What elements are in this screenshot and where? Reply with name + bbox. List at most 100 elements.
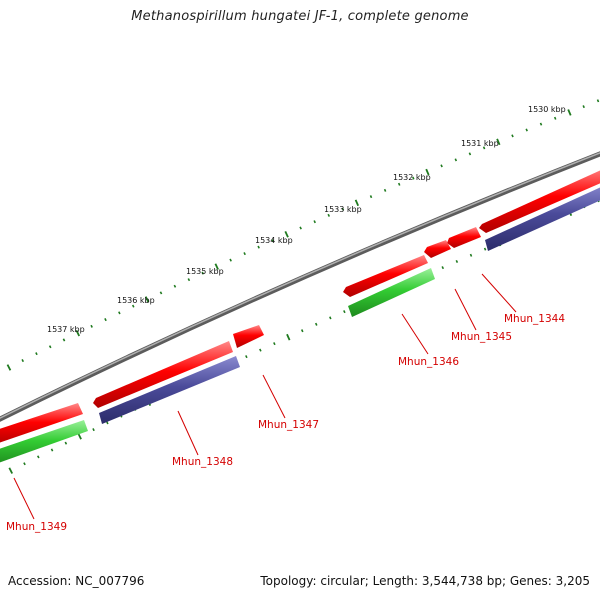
minor-tick — [441, 266, 445, 270]
gene-arrow[interactable] — [424, 240, 451, 258]
minor-tick — [440, 164, 443, 168]
minor-tick — [412, 176, 415, 180]
major-tick — [567, 109, 572, 116]
kbp-label: 1535 kbp — [186, 267, 224, 276]
gene-label-mhun-1349[interactable]: Mhun_1349 — [6, 521, 67, 533]
kbp-label: 1536 kbp — [117, 296, 155, 305]
minor-tick — [106, 421, 109, 425]
gene-arrow[interactable] — [0, 403, 83, 446]
minor-tick — [397, 182, 401, 186]
major-tick — [6, 364, 12, 371]
gene-arrow[interactable] — [343, 255, 428, 297]
minor-tick — [314, 322, 318, 326]
minor-tick — [23, 462, 26, 466]
kbp-label: 1531 kbp — [461, 139, 499, 148]
major-tick — [75, 329, 81, 337]
kbp-label: 1537 kbp — [47, 325, 85, 334]
minor-tick — [596, 99, 600, 103]
major-tick — [496, 138, 501, 146]
minor-tick — [243, 252, 246, 256]
major-tick — [214, 263, 219, 270]
kbp-label: 1530 kbp — [528, 105, 566, 114]
gene-arrow[interactable] — [93, 341, 233, 408]
major-tick — [425, 168, 430, 176]
minor-tick — [483, 247, 487, 251]
minor-tick — [482, 146, 486, 150]
minor-tick — [341, 207, 345, 211]
minor-tick — [299, 226, 302, 230]
gene-label-mhun-1348[interactable]: Mhun_1348 — [172, 456, 233, 468]
minor-tick — [245, 355, 248, 359]
gene-arrow[interactable] — [447, 227, 481, 248]
minor-tick — [62, 338, 66, 342]
minor-tick — [173, 284, 177, 288]
kbp-labels: 1530 kbp 1531 kbp 1532 kbp 1533 kbp 1534… — [47, 105, 566, 334]
accession-label: Accession: NC_007796 — [8, 574, 145, 588]
minor-tick — [259, 348, 262, 352]
minor-tick — [271, 239, 274, 243]
minor-tick — [313, 220, 316, 224]
minor-tick — [131, 304, 135, 308]
minor-tick — [201, 271, 205, 275]
minor-tick — [48, 345, 52, 349]
minor-tick — [90, 324, 93, 328]
cds-bar[interactable] — [99, 356, 240, 424]
map-title: Methanospirillum hungatei JF-1, complete… — [131, 9, 469, 24]
minor-tick — [35, 352, 38, 356]
genome-summary: Topology: circular; Length: 3,544,738 bp… — [260, 574, 590, 588]
gene-label-mhun-1345[interactable]: Mhun_1345 — [451, 331, 512, 343]
gene-arrow[interactable] — [479, 166, 600, 233]
minor-tick — [118, 311, 121, 315]
minor-tick — [36, 455, 40, 459]
major-tick — [8, 467, 14, 474]
minor-tick — [511, 134, 514, 138]
minor-tick — [92, 428, 95, 432]
minor-tick — [273, 342, 276, 346]
gene-arrow[interactable] — [0, 420, 88, 466]
outer-tick-ring — [6, 99, 600, 371]
kbp-label: 1533 kbp — [324, 205, 362, 214]
gene-arrow[interactable] — [348, 268, 435, 317]
gene-label-mhun-1346[interactable]: Mhun_1346 — [398, 356, 459, 368]
minor-tick — [582, 105, 585, 109]
cds-bar[interactable] — [485, 183, 600, 251]
minor-tick — [468, 152, 472, 156]
genome-backbone — [0, 151, 600, 422]
gene-label-mhun-1344[interactable]: Mhun_1344 — [504, 313, 565, 325]
minor-tick — [329, 316, 332, 320]
leader-lines — [13, 273, 517, 520]
minor-tick — [327, 213, 331, 217]
minor-tick — [257, 245, 260, 249]
minor-tick — [383, 188, 387, 192]
forward-strand-genes — [0, 166, 600, 446]
gene-label-mhun-1347[interactable]: Mhun_1347 — [258, 419, 319, 431]
minor-tick — [300, 329, 304, 333]
minor-tick — [454, 158, 458, 162]
minor-tick — [229, 258, 232, 262]
major-tick — [354, 199, 360, 207]
minor-tick — [469, 253, 473, 257]
minor-tick — [369, 195, 373, 199]
minor-tick — [159, 291, 163, 295]
gene-arrow[interactable] — [233, 325, 264, 348]
minor-tick — [50, 448, 54, 452]
minor-tick — [64, 441, 68, 445]
kbp-label: 1532 kbp — [393, 173, 431, 182]
major-tick — [286, 333, 291, 341]
minor-tick — [455, 259, 459, 263]
minor-tick — [104, 318, 107, 322]
minor-tick — [343, 310, 346, 314]
minor-tick — [525, 128, 528, 132]
kbp-label: 1534 kbp — [255, 236, 293, 245]
reverse-strand-genes — [0, 268, 435, 466]
minor-tick — [539, 122, 543, 126]
minor-tick — [21, 359, 25, 363]
major-tick — [77, 433, 82, 440]
cds-features — [99, 183, 600, 424]
major-tick — [284, 231, 289, 238]
gene-labels: Mhun_1344 Mhun_1345 Mhun_1346 Mhun_1347 … — [6, 313, 565, 533]
minor-tick — [553, 116, 557, 120]
minor-tick — [187, 278, 191, 282]
major-tick — [144, 296, 150, 303]
